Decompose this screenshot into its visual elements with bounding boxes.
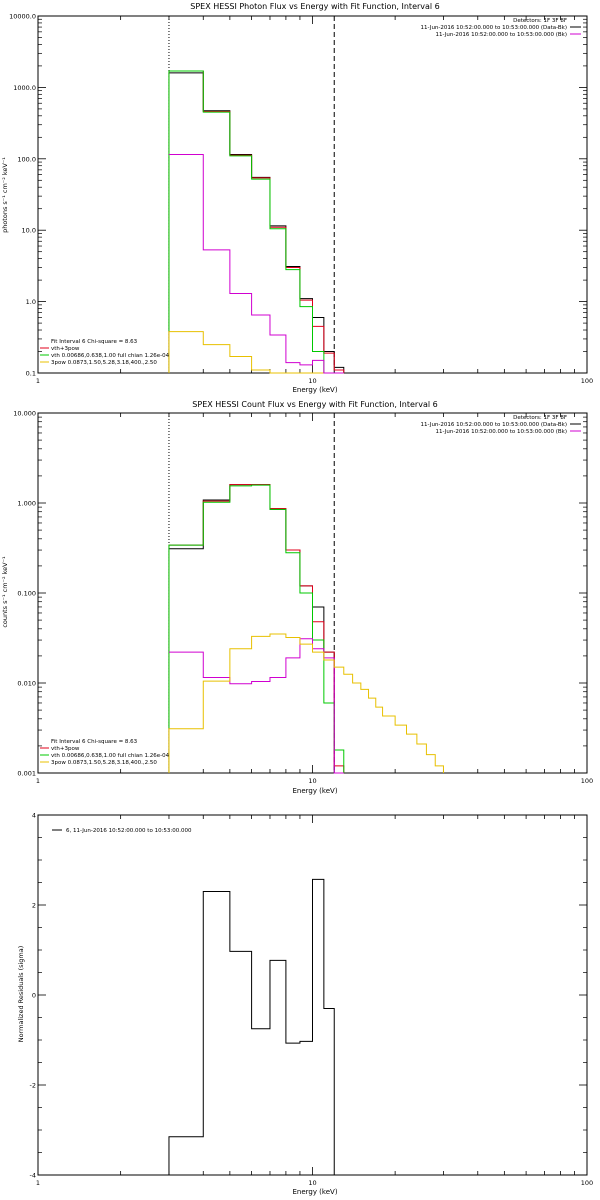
x-tick-label: 10	[308, 1179, 316, 1187]
y-tick-label: 0.100	[17, 590, 36, 598]
x-tick-label: 100	[581, 377, 593, 385]
y-tick-label: 0.1	[26, 370, 36, 378]
legend-bottom-entry: 3pow 0.0873,1.50,5.28,3.18,400.,2.50	[51, 760, 157, 766]
y-tick-label: 1.0	[26, 298, 36, 306]
residuals-panel: Energy (keV) Normalized Residuals (sigma…	[17, 812, 593, 1197]
legend-top-entry: 11-Jun-2016 10:52:00.000 to 10:53:00.000…	[435, 429, 567, 435]
legend-bottom-entry: vth 0.00686,0.638,1.00 full chian 1.26e-…	[51, 753, 170, 759]
series-vth-histogram	[168, 484, 345, 773]
residuals-histogram	[168, 878, 335, 1175]
count-ylabel: counts s⁻¹ cm⁻² keV⁻¹	[1, 556, 9, 628]
y-tick-label: 0.001	[17, 770, 36, 778]
legend-bottom-entry: Fit Interval 6 Chi-square = 8.63	[51, 739, 138, 745]
y-tick-label: -2	[30, 1082, 36, 1090]
legend-bottom-entry: vth+3pow	[51, 346, 80, 352]
y-tick-label: 0.010	[17, 680, 36, 688]
resid-legend: 6, 11-Jun-2016 10:52:00.000 to 10:53:00.…	[52, 828, 192, 834]
resid-plot-area: 1 10 100 -4 -2 0 2 4	[30, 812, 594, 1188]
x-tick-label: 100	[581, 777, 593, 785]
y-tick-label: 0	[32, 992, 36, 1000]
photon-xlabel: Energy (keV)	[292, 386, 337, 394]
legend-bottom-entry: vth 0.00686,0.638,1.00 full chian 1.26e-…	[51, 353, 170, 359]
photon-legend-bottom: Fit Interval 6 Chi-square = 8.63vth+3pow…	[40, 339, 170, 366]
photon-ylabel: photons s⁻¹ cm⁻² keV⁻¹	[1, 157, 9, 233]
legend-top-entry: 11-Jun-2016 10:52:00.000 to 10:53:00.000…	[421, 422, 567, 428]
series-vth-histogram	[168, 70, 344, 374]
legend-top-entry: 11-Jun-2016 10:52:00.000 to 10:53:00.000…	[435, 32, 567, 38]
legend-bottom-entry: 3pow 0.0873,1.50,5.28,3.18,400.,2.50	[51, 360, 157, 366]
y-tick-label: 4	[32, 812, 36, 820]
y-tick-label: 100.0	[17, 155, 36, 163]
legend-bottom-entry: Fit Interval 6 Chi-square = 8.63	[51, 339, 138, 345]
count-xlabel: Energy (keV)	[292, 787, 337, 795]
y-tick-label: 1000.0	[13, 84, 36, 92]
legend-top-entry: Detectors: 1F 3F 8F	[513, 415, 567, 421]
x-tick-label: 1	[36, 377, 40, 385]
x-tick-label: 10	[308, 377, 316, 385]
series-bpow-histogram	[168, 331, 344, 374]
series-bpow-histogram	[168, 633, 444, 773]
legend-bottom-entry: vth+3pow	[51, 746, 80, 752]
resid-xlabel: Energy (keV)	[292, 1188, 337, 1196]
resid-ylabel: Normalized Residuals (sigma)	[17, 946, 25, 1043]
legend-top-entry: Detectors: 1F 3F 8F	[513, 18, 567, 24]
y-tick-label: 10.000	[13, 410, 36, 418]
y-tick-label: 2	[32, 902, 36, 910]
count-flux-panel: SPEX HESSI Count Flux vs Energy with Fit…	[1, 400, 593, 795]
count-title: SPEX HESSI Count Flux vs Energy with Fit…	[192, 400, 437, 409]
photon-plot-area: 1 10 100 0.1 1.0 10.0 100.0 1000.0 10000.0	[9, 13, 593, 386]
y-tick-label: 10000.0	[9, 13, 36, 21]
resid-legend-text: 6, 11-Jun-2016 10:52:00.000 to 10:53:00.…	[66, 828, 192, 834]
photon-flux-panel: SPEX HESSI Photon Flux vs Energy with Fi…	[1, 2, 593, 394]
x-tick-label: 1	[36, 1179, 40, 1187]
legend-top-entry: 11-Jun-2016 10:52:00.000 to 10:53:00.000…	[421, 25, 567, 31]
series-bk-histogram	[168, 153, 344, 374]
x-tick-label: 100	[581, 1179, 593, 1187]
count-plot-area: 1 10 100 0.001 0.010 0.100 1.000 10.000	[13, 410, 593, 786]
y-tick-label: 10.0	[22, 227, 36, 235]
x-tick-label: 10	[308, 777, 316, 785]
count-legend-bottom: Fit Interval 6 Chi-square = 8.63vth+3pow…	[40, 739, 170, 766]
x-tick-label: 1	[36, 777, 40, 785]
photon-title: SPEX HESSI Photon Flux vs Energy with Fi…	[190, 2, 440, 11]
y-tick-label: 1.000	[17, 500, 36, 508]
y-tick-label: -4	[30, 1172, 36, 1180]
